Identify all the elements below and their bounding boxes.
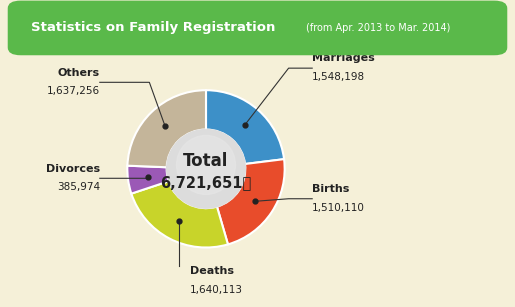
Text: Total: Total xyxy=(183,152,229,170)
Wedge shape xyxy=(127,166,169,194)
Text: 1,637,256: 1,637,256 xyxy=(47,87,100,96)
Wedge shape xyxy=(127,90,206,167)
Text: 6,721,651件: 6,721,651件 xyxy=(160,175,252,190)
Wedge shape xyxy=(217,159,285,244)
Wedge shape xyxy=(131,181,228,247)
Text: 1,640,113: 1,640,113 xyxy=(190,285,243,295)
Text: 1,548,198: 1,548,198 xyxy=(312,72,365,82)
Text: 1,510,110: 1,510,110 xyxy=(312,203,365,213)
Text: Divorces: Divorces xyxy=(46,164,100,173)
Wedge shape xyxy=(206,90,284,164)
Text: Deaths: Deaths xyxy=(190,266,234,276)
Text: Statistics on Family Registration: Statistics on Family Registration xyxy=(31,21,276,34)
Text: Others: Others xyxy=(58,68,100,78)
Circle shape xyxy=(177,135,235,194)
Circle shape xyxy=(167,130,245,208)
Text: Marriages: Marriages xyxy=(312,53,375,64)
Text: (from Apr. 2013 to Mar. 2014): (from Apr. 2013 to Mar. 2014) xyxy=(306,23,451,33)
Text: 385,974: 385,974 xyxy=(57,182,100,192)
Text: Births: Births xyxy=(312,184,350,194)
